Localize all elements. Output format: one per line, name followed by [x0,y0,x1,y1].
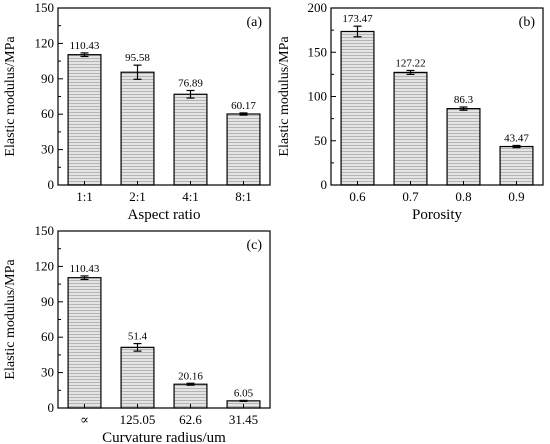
x-axis-title: Aspect ratio [128,207,201,223]
y-axis-title: Elastic modulus/MPa [277,36,292,157]
bar [67,277,102,409]
y-tick-label: 60 [41,106,54,121]
x-tick-label: ∝ [80,412,89,427]
bar [446,108,481,186]
data-label: 60.17 [231,100,256,112]
x-tick-label: 1:1 [76,189,93,204]
y-tick-label: 100 [308,89,328,104]
y-axis-title: Elastic modulus/MPa [3,36,18,157]
y-tick-label: 0 [321,177,328,192]
y-tick-label: 0 [48,177,55,192]
bar [393,71,428,186]
x-tick-label: 31.45 [229,412,258,427]
x-tick-label: 0.7 [402,189,419,204]
bar [173,93,208,186]
bar [67,54,102,186]
data-label: 6.05 [234,387,254,399]
x-tick-label: 0.9 [508,189,524,204]
y-tick-label: 30 [41,142,54,157]
x-tick-label: 125.05 [120,412,156,427]
bar [340,30,375,186]
chart-panel-b: 173.47 0.6 127.22 0.7 86.3 0.8 43.47 0.9 0 50 100 1… [277,0,544,223]
data-label: 86.3 [454,94,474,106]
x-axis-title: Porosity [412,207,463,223]
y-tick-label: 150 [35,223,55,238]
y-tick-label: 120 [35,258,55,273]
x-tick-label: 2:1 [129,189,146,204]
bar [499,145,534,186]
y-tick-label: 30 [41,365,54,380]
y-tick-label: 90 [41,71,54,86]
x-tick-label: 0.6 [349,189,366,204]
x-axis-title: Curvature radius/um [102,430,226,444]
bar [120,346,155,409]
y-tick-label: 120 [35,35,55,50]
data-label: 110.43 [70,40,100,52]
panel-label: (a) [246,15,262,30]
y-tick-label: 0 [48,400,55,415]
data-label: 76.89 [178,77,203,89]
y-tick-label: 200 [308,0,328,15]
data-label: 127.22 [395,57,425,69]
y-tick-label: 150 [308,44,328,59]
data-label: 20.16 [178,370,203,382]
x-tick-label: 62.6 [179,412,202,427]
chart-panel-c: 110.43 ∝ 51.4 125.05 20.16 62.6 6.05 31.45 0 30 60… [3,223,271,444]
data-label: 51.4 [128,331,148,343]
panel-label: (c) [246,238,262,253]
data-label: 173.47 [342,13,373,25]
bar [120,71,155,186]
data-label: 110.43 [70,263,100,275]
data-label: 43.47 [504,132,529,144]
x-tick-label: 8:1 [235,189,252,204]
y-tick-label: 90 [41,294,54,309]
panel-label: (b) [519,15,536,30]
y-axis-title: Elastic modulus/MPa [3,259,18,380]
chart-panel-a: 110.43 1:1 95.58 2:1 76.89 4:1 60.17 8:1 0 30 60 90… [3,0,271,223]
data-label: 95.58 [125,52,150,64]
y-tick-label: 150 [35,0,55,15]
x-tick-label: 0.8 [455,189,471,204]
bar [226,113,261,186]
y-tick-label: 60 [41,329,54,344]
x-tick-label: 4:1 [182,189,199,204]
y-tick-label: 50 [314,133,327,148]
